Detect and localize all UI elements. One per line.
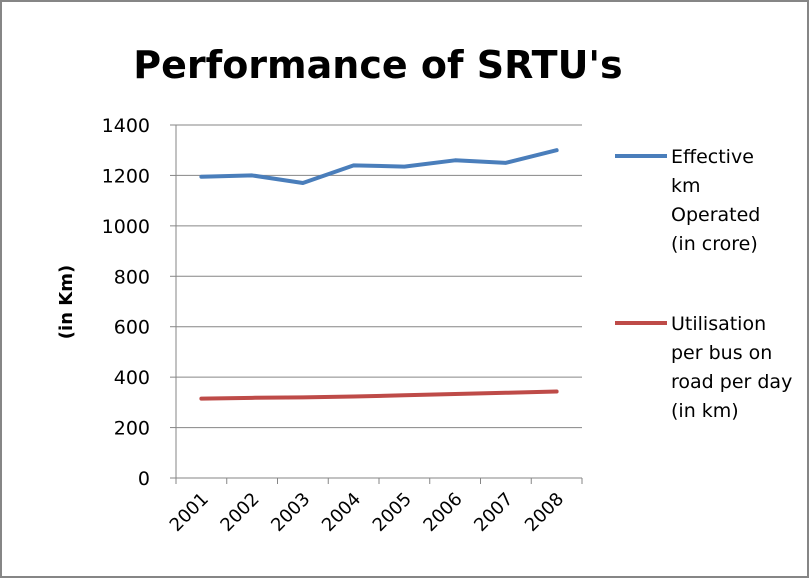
series-line: [199, 389, 559, 401]
y-tick-label: 400: [114, 367, 150, 389]
legend-label: Utilisation per bus on road per day (in …: [671, 313, 793, 422]
y-tick-label: 1400: [102, 115, 150, 137]
series-line: [199, 148, 559, 185]
legend-label: Effective km Operated (in crore): [671, 146, 761, 255]
y-tick-label: 1000: [102, 216, 150, 238]
y-tick-label: 800: [114, 266, 150, 288]
chart-title: Performance of SRTU's: [133, 43, 622, 87]
y-tick-label: 0: [138, 468, 150, 490]
y-tick-label: 600: [114, 317, 150, 339]
y-tick-label: 1200: [102, 165, 150, 187]
y-tick-label: 200: [114, 418, 150, 440]
y-axis-label: (in Km): [56, 265, 77, 339]
